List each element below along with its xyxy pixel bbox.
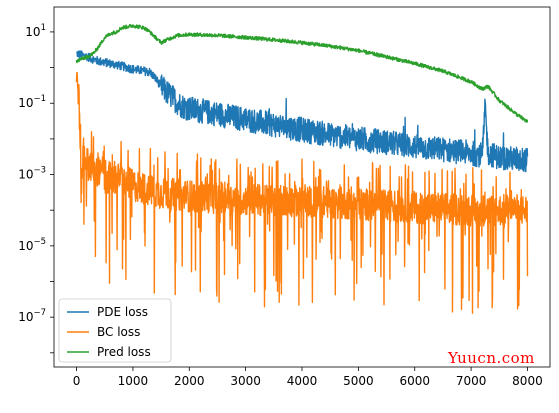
legend-label: PDE loss (97, 305, 148, 319)
series-line-pred-loss (75, 23, 529, 123)
y-tick-label: 10−3 (18, 166, 46, 182)
x-tick-label: 6000 (399, 374, 430, 388)
x-axis: 0 1000 2000 3000 4000 5000 6000 7000 8000 (73, 367, 543, 388)
y-tick-label: 101 (25, 23, 46, 39)
legend-label: BC loss (97, 325, 140, 339)
y-tick-label: 10−1 (18, 94, 46, 110)
legend: PDE loss BC loss Pred loss (58, 298, 172, 363)
x-tick-label: 4000 (287, 374, 318, 388)
series-line-pde-loss (76, 50, 529, 173)
y-axis: 101 10−1 10−3 10−5 10−7 (18, 23, 54, 354)
y-tick-label: 10−5 (18, 237, 46, 253)
y-tick-label: 10−7 (18, 308, 46, 324)
x-tick-label: 1000 (118, 374, 149, 388)
series-line-bc-loss (75, 71, 529, 314)
series-layer (75, 23, 529, 314)
legend-box (58, 298, 172, 363)
x-tick-label: 2000 (174, 374, 205, 388)
x-tick-label: 3000 (230, 374, 261, 388)
legend-label: Pred loss (97, 345, 151, 359)
x-tick-label: 5000 (343, 374, 374, 388)
x-tick-label: 8000 (512, 374, 543, 388)
x-tick-label: 0 (73, 374, 81, 388)
watermark-text: Yuucn.com (448, 349, 535, 367)
x-tick-label: 7000 (456, 374, 487, 388)
